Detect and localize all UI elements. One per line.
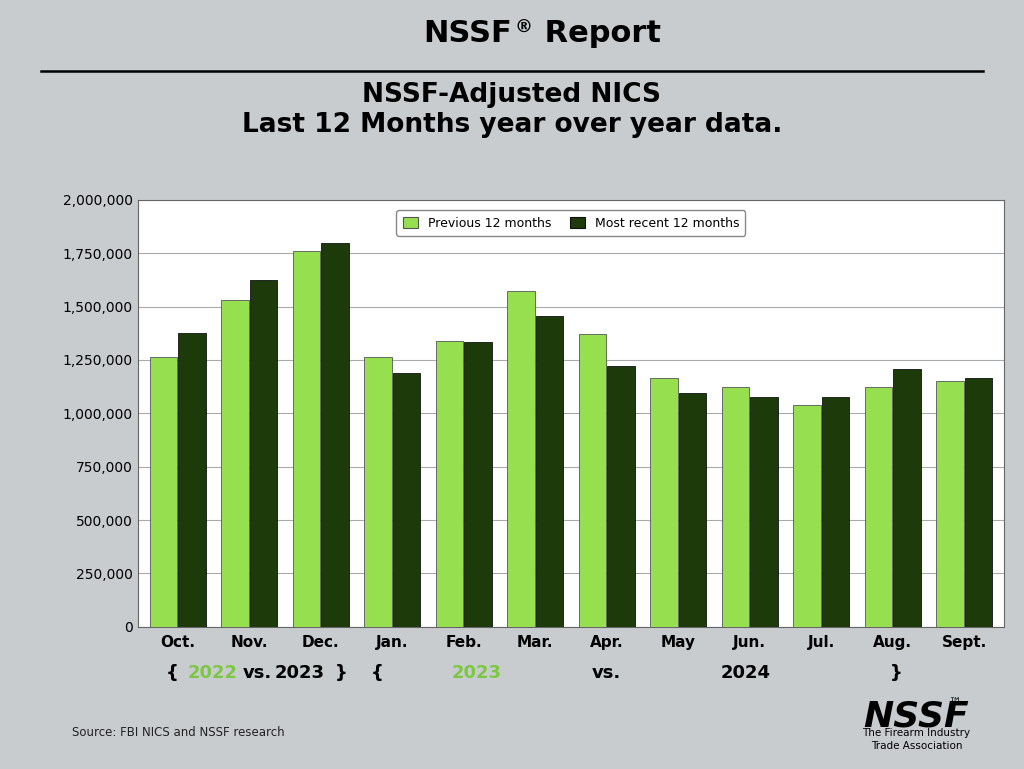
Text: {: {	[166, 664, 178, 682]
Bar	[579, 335, 606, 627]
Bar	[150, 357, 177, 627]
Text: }: }	[335, 664, 347, 682]
Text: }: }	[890, 664, 902, 682]
Bar	[893, 368, 921, 627]
Bar	[936, 381, 964, 627]
Bar	[536, 316, 563, 627]
Text: vs.: vs.	[243, 664, 271, 682]
Text: vs.: vs.	[592, 664, 621, 682]
Bar	[679, 393, 707, 627]
Bar	[322, 243, 348, 627]
Bar	[392, 373, 420, 627]
Bar	[435, 341, 463, 627]
Text: 2023: 2023	[452, 664, 501, 682]
Text: ®: ®	[514, 19, 532, 37]
Bar	[751, 398, 777, 627]
Bar	[178, 333, 206, 627]
Bar	[607, 366, 635, 627]
Bar	[864, 387, 892, 627]
Bar	[293, 251, 321, 627]
Text: 2023: 2023	[275, 664, 325, 682]
Bar	[365, 357, 391, 627]
Text: The Firearm Industry
Trade Association: The Firearm Industry Trade Association	[862, 728, 971, 751]
Bar	[965, 378, 992, 627]
Bar	[650, 378, 678, 627]
Text: NSSF-Adjusted NICS: NSSF-Adjusted NICS	[362, 82, 662, 108]
Bar	[464, 342, 492, 627]
Bar	[507, 291, 535, 627]
Legend: Previous 12 months, Most recent 12 months: Previous 12 months, Most recent 12 month…	[396, 211, 745, 236]
Bar	[250, 280, 278, 627]
Bar	[794, 404, 820, 627]
Text: NSSF: NSSF	[423, 19, 512, 48]
Text: Report: Report	[534, 19, 660, 48]
Bar	[821, 398, 849, 627]
Text: ™: ™	[948, 697, 961, 710]
Text: 2022: 2022	[188, 664, 238, 682]
Text: {: {	[371, 664, 383, 682]
Text: NSSF: NSSF	[863, 700, 970, 734]
Bar	[722, 387, 750, 627]
Text: Source: FBI NICS and NSSF research: Source: FBI NICS and NSSF research	[72, 726, 285, 738]
Bar	[221, 300, 249, 627]
Text: 2024: 2024	[721, 664, 770, 682]
Text: Last 12 Months year over year data.: Last 12 Months year over year data.	[242, 112, 782, 138]
